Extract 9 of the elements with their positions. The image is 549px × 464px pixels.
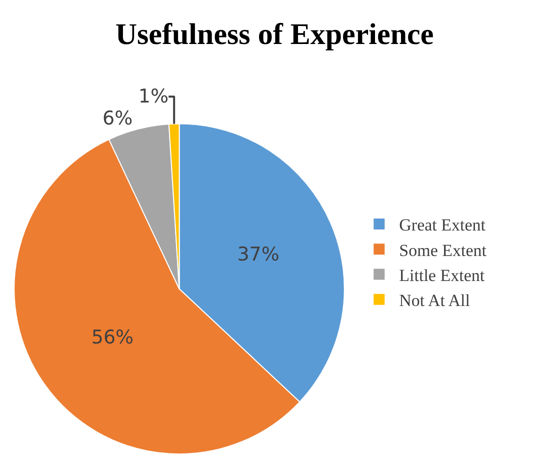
data-label: 56%: [91, 326, 134, 348]
chart-title: Usefulness of Experience: [115, 18, 434, 52]
legend-label: Little Extent: [399, 266, 485, 285]
legend-label: Great Extent: [399, 216, 486, 235]
data-label: 1%: [138, 86, 169, 108]
legend-label: Not At All: [399, 290, 470, 310]
data-label: 6%: [102, 108, 133, 130]
legend-label: Some Extent: [399, 240, 487, 260]
data-label: 37%: [237, 244, 280, 266]
